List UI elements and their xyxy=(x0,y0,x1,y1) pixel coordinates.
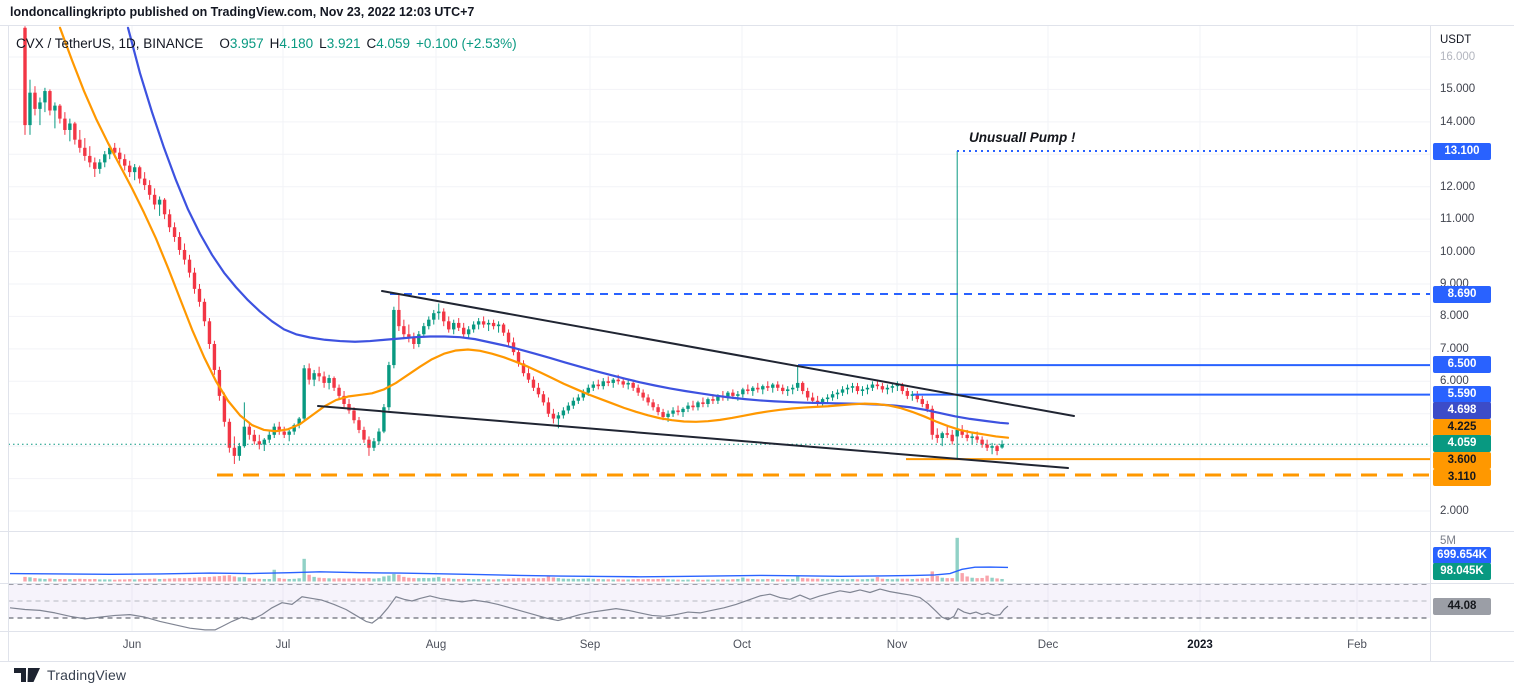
price-tick-10.000: 10.000 xyxy=(1440,245,1476,258)
price-tick-6.000: 6.000 xyxy=(1440,375,1469,388)
month-label-Sep: Sep xyxy=(579,639,601,651)
rsi-line xyxy=(9,588,1009,631)
price-tick-15.000: 15.000 xyxy=(1440,83,1476,96)
volume-bars xyxy=(23,537,1004,582)
ma-fast-line xyxy=(58,26,1010,439)
pump-annotation-text[interactable]: Unusuall Pump ! xyxy=(969,130,1076,145)
price-tick-12.000: 12.000 xyxy=(1440,180,1476,193)
month-label-Jun: Jun xyxy=(122,639,142,651)
price-axis[interactable]: USDT 16.000 15.000 14.000 12.000 11.000 10.00… xyxy=(1431,25,1514,662)
open-value: 3.957 xyxy=(229,36,264,51)
month-label-Dec: Dec xyxy=(1037,639,1059,651)
price-badge-5.590: 5.590 xyxy=(1433,385,1491,403)
volume-tick: 5M xyxy=(1440,535,1456,547)
price-tick-11.000: 11.000 xyxy=(1440,213,1475,226)
price-badge-4.698: 4.698 xyxy=(1433,401,1491,419)
month-label-Jul: Jul xyxy=(275,639,291,651)
candles xyxy=(23,26,1004,464)
high-label: H xyxy=(269,36,280,51)
price-badge-4.059: 4.059 xyxy=(1433,434,1491,452)
low-label: L xyxy=(319,36,327,51)
price-badge-44.08: 44.08 xyxy=(1433,597,1491,615)
price-badge-699.654K: 699.654K xyxy=(1433,546,1491,564)
price-badge-4.225: 4.225 xyxy=(1433,418,1491,436)
close-label: C xyxy=(366,36,377,51)
symbol-title[interactable]: CVX / TetherUS, 1D, BINANCE xyxy=(16,36,204,51)
low-value: 3.921 xyxy=(326,36,361,51)
time-axis[interactable]: Jun Jul Aug Sep Oct Nov Dec 2023 Feb xyxy=(0,632,1514,662)
price-tick-2.000: 2.000 xyxy=(1440,505,1469,517)
price-tick-8.000: 8.000 xyxy=(1440,310,1469,323)
price-badge-98.045K: 98.045K xyxy=(1433,562,1491,580)
price-badge-13.100: 13.100 xyxy=(1433,142,1491,160)
axis-unit-label: USDT xyxy=(1440,34,1472,46)
high-value: 4.180 xyxy=(279,36,314,51)
chart-legend: CVX / TetherUS, 1D, BINANCE O3.957 H4.180 L… xyxy=(16,36,517,51)
tradingview-brand-text: TradingView xyxy=(47,667,127,683)
tradingview-footer-link[interactable]: TradingView xyxy=(14,667,126,683)
month-label-Feb: Feb xyxy=(1347,639,1367,651)
price-badge-8.690: 8.690 xyxy=(1433,285,1491,303)
month-label-Oct: Oct xyxy=(733,639,751,651)
grid xyxy=(8,25,1431,631)
price-tick-7.000: 7.000 xyxy=(1440,342,1469,355)
month-label-Nov: Nov xyxy=(886,639,908,651)
month-label-Aug: Aug xyxy=(425,639,447,651)
change-value: +0.100 (+2.53%) xyxy=(416,36,517,51)
price-badge-6.500: 6.500 xyxy=(1433,355,1491,373)
close-value: 4.059 xyxy=(376,36,411,51)
tradingview-logo-icon xyxy=(14,668,40,682)
price-tick-16.000: 16.000 xyxy=(1440,51,1476,63)
open-label: O xyxy=(219,36,230,51)
volume-ma-line xyxy=(9,566,1009,578)
price-badge-3.600: 3.600 xyxy=(1433,451,1491,469)
trendline-2 xyxy=(317,405,1069,469)
attribution-text: londoncallingkripto published on Trading… xyxy=(10,5,475,19)
month-label-2023: 2023 xyxy=(1187,639,1213,651)
trendline-1 xyxy=(381,290,1075,417)
price-badge-3.110: 3.110 xyxy=(1433,468,1491,486)
price-tick-14.000: 14.000 xyxy=(1440,115,1476,128)
